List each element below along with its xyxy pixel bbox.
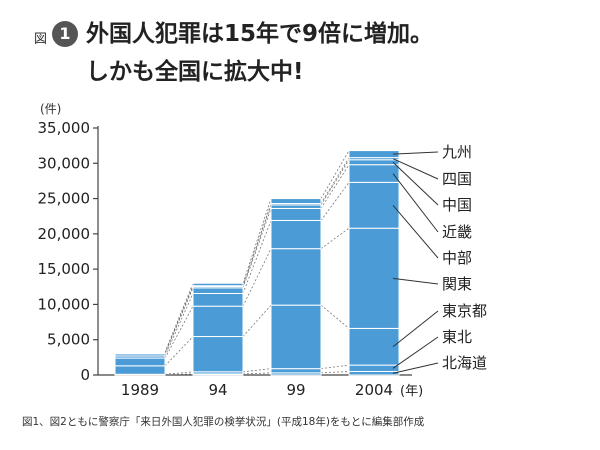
legend-label: 東京都: [442, 302, 487, 320]
connector-line: [164, 373, 194, 376]
legend-leader-line: [392, 158, 439, 180]
figure-number-badge: 1: [52, 21, 78, 47]
y-tick-label: 0: [80, 366, 90, 384]
connector-line: [164, 285, 194, 354]
connector-line: [164, 371, 194, 375]
connector-line: [242, 198, 272, 284]
connector-line: [320, 227, 350, 250]
y-tick-label: 35,000: [38, 119, 91, 137]
bar-segment: [348, 159, 400, 166]
legend-label: 中部: [442, 249, 472, 267]
bar-segment: [114, 365, 166, 375]
bar-segment: [192, 287, 244, 294]
legend-label: 九州: [442, 143, 472, 161]
legend-label: 四国: [442, 170, 472, 188]
y-tick-label: 15,000: [38, 260, 91, 278]
legend-leader-line: [392, 310, 439, 348]
chart-title-line1: 外国人犯罪は15年で9倍に増加。: [86, 21, 434, 47]
x-tick-label: 94: [208, 381, 227, 399]
legend-label: 北海道: [442, 354, 487, 372]
bar-segment: [270, 198, 322, 205]
connector-line: [164, 306, 194, 359]
connector-line: [242, 220, 272, 294]
figure-label: 図: [34, 32, 48, 47]
legend-label: 東北: [442, 328, 472, 346]
connector-line: [320, 371, 350, 374]
x-tick-label: 99: [286, 381, 305, 399]
legend-label: 中国: [442, 196, 472, 214]
y-axis-unit-label: (件): [40, 102, 62, 116]
connector-line: [320, 159, 350, 206]
bar-segment: [348, 150, 400, 159]
y-tick-label: 25,000: [38, 190, 91, 208]
connector-line: [320, 157, 350, 204]
y-tick-label: 10,000: [38, 295, 91, 313]
connector-line: [242, 368, 272, 373]
bar-segment: [192, 336, 244, 373]
bar-segment: [348, 370, 400, 376]
y-tick-label: 30,000: [38, 154, 91, 172]
connector-line: [242, 203, 272, 286]
bar-segment: [192, 292, 244, 307]
bar-segment: [270, 207, 322, 221]
legend-leader-line: [392, 161, 439, 206]
bar-segment: [270, 368, 322, 374]
legend-leader-line: [392, 151, 439, 155]
connector-line: [320, 304, 350, 329]
bar-segment: [192, 305, 244, 338]
connector-line: [320, 150, 350, 199]
bar-segment: [348, 364, 400, 372]
connector-line: [164, 336, 194, 367]
bar-segment: [192, 282, 244, 287]
bar-segment: [270, 248, 322, 306]
y-tick-label: 20,000: [38, 225, 91, 243]
legend-label: 関東: [442, 275, 472, 293]
bar-segment: [348, 327, 400, 366]
connector-line: [164, 283, 194, 353]
connector-line: [164, 293, 194, 357]
y-tick-label: 5,000: [47, 331, 90, 349]
connector-line: [320, 164, 350, 209]
connector-line: [320, 364, 350, 370]
legend-leader-line: [392, 277, 439, 285]
bar-segment: [114, 357, 166, 367]
bar-segment: [348, 227, 400, 329]
connector-line: [242, 372, 272, 375]
bar-segment: [348, 181, 400, 229]
legend-leader-line: [392, 362, 439, 374]
legend-label: 近畿: [442, 223, 472, 241]
legend-leader-line: [392, 204, 439, 259]
source-note: 図1、図2ともに警察庁「来日外国人犯罪の検挙状況」(平成18年)をもとに編集部作…: [22, 416, 425, 428]
bar-segment: [270, 304, 322, 370]
legend-leader-line: [392, 173, 439, 233]
legend-leader-line: [392, 336, 439, 369]
bar-segment: [348, 164, 400, 183]
x-tick-label: 1989: [121, 381, 159, 399]
bar-segment: [270, 219, 322, 250]
bar-segment: [114, 351, 166, 354]
connector-line: [242, 208, 272, 288]
x-tick-label: 2004: [355, 381, 393, 399]
connector-line: [242, 248, 272, 307]
bar-segment: [270, 204, 322, 209]
chart-title-line2: しかも全国に拡大中!: [86, 59, 304, 85]
x-axis-unit-label: (年): [400, 384, 423, 399]
connector-line: [164, 287, 194, 354]
connector-line: [242, 304, 272, 337]
